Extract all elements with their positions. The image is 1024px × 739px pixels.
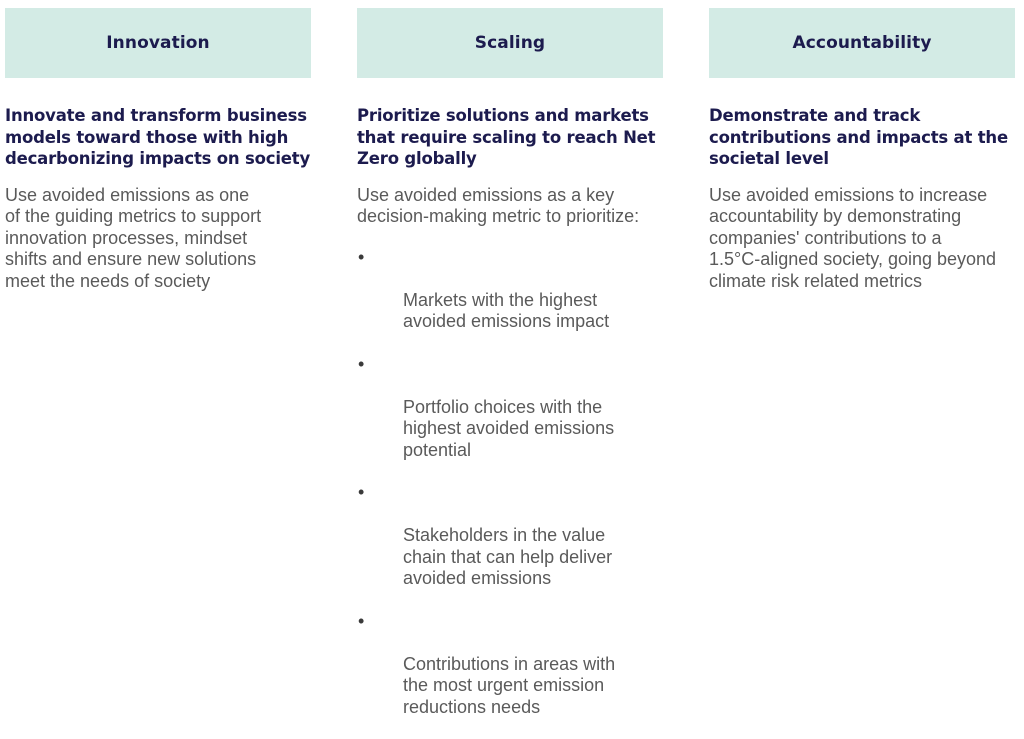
bullet-text: Markets with the highest avoided emissio… bbox=[403, 289, 610, 332]
scaling-column: Scaling Prioritize solutions and markets… bbox=[357, 8, 663, 739]
scaling-subtitle: Prioritize solutions and markets that re… bbox=[357, 106, 656, 168]
scaling-body: Use avoided emissions as a key decision-… bbox=[357, 184, 640, 227]
bullet-dot-icon: • bbox=[358, 246, 365, 267]
bullet-text: Portfolio choices with the highest avoid… bbox=[403, 396, 615, 460]
innovation-body: Use avoided emissions as one of the guid… bbox=[5, 184, 262, 291]
bullet-dot-icon: • bbox=[358, 353, 365, 374]
bullet-item: • Contributions in areas with the most u… bbox=[357, 611, 663, 719]
accountability-header: Accountability bbox=[709, 8, 1015, 78]
innovation-subtitle: Innovate and transform business models t… bbox=[5, 106, 311, 168]
scaling-title: Scaling bbox=[474, 33, 546, 53]
scaling-bullet-list: • Markets with the highest avoided emiss… bbox=[357, 247, 663, 719]
bullet-text: Stakeholders in the value chain that can… bbox=[403, 525, 613, 588]
accountability-title: Accountability bbox=[792, 33, 932, 53]
bullet-item: • Portfolio choices with the highest avo… bbox=[357, 354, 663, 462]
scaling-header: Scaling bbox=[357, 8, 663, 78]
bullet-dot-icon: • bbox=[358, 610, 365, 631]
bullet-text: Contributions in areas with the most urg… bbox=[403, 653, 616, 717]
bullet-item: • Stakeholders in the value chain that c… bbox=[357, 482, 663, 590]
innovation-column: Innovation Innovate and transform busine… bbox=[5, 8, 311, 292]
bullet-item: • Markets with the highest avoided emiss… bbox=[357, 247, 663, 333]
innovation-title: Innovation bbox=[106, 33, 210, 53]
accountability-body: Use avoided emissions to increase accoun… bbox=[709, 184, 997, 291]
bullet-dot-icon: • bbox=[358, 482, 365, 502]
accountability-column: Accountability Demonstrate and track con… bbox=[709, 8, 1015, 292]
accountability-subtitle: Demonstrate and track contributions and … bbox=[709, 106, 1008, 168]
innovation-header: Innovation bbox=[5, 8, 311, 78]
